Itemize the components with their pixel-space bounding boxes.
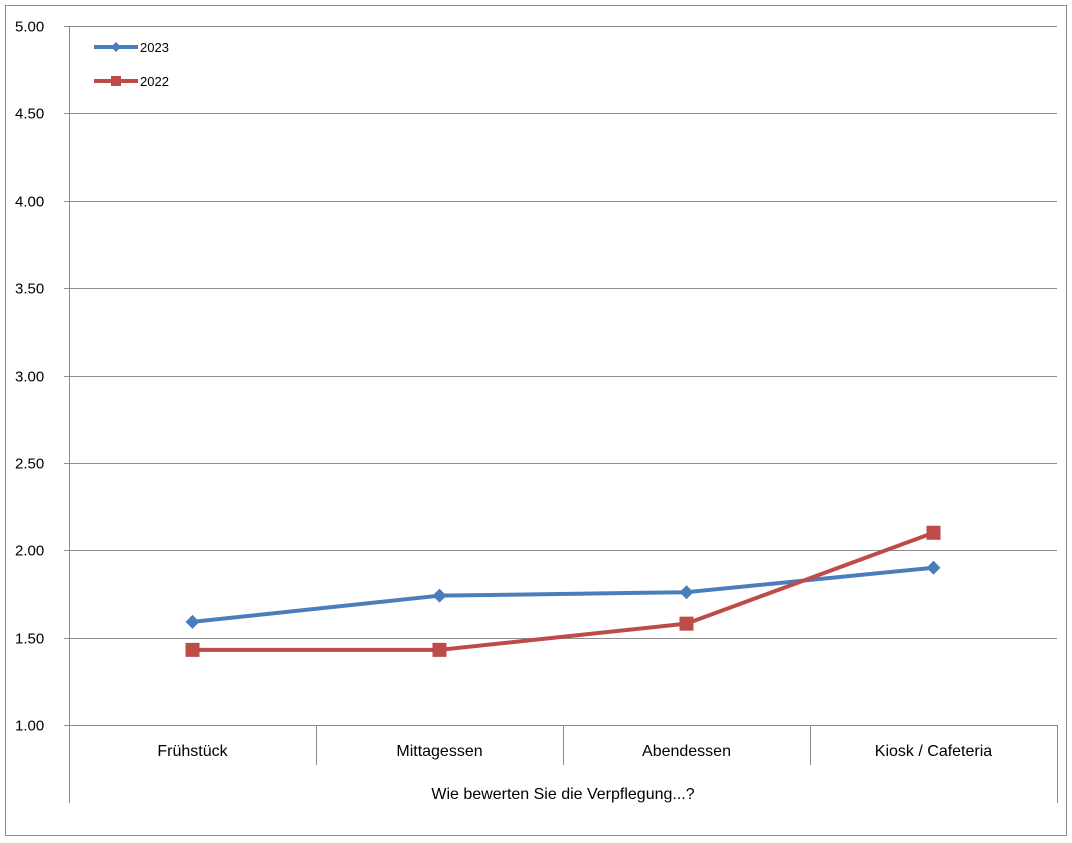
legend-marker-2022 <box>111 76 121 86</box>
y-tick-label: 3.00 <box>15 369 44 386</box>
x-tick-label: Frühstück <box>157 743 228 760</box>
y-tick-label: 3.50 <box>15 281 44 298</box>
x-tick-label: Kiosk / Cafeteria <box>875 743 992 760</box>
y-tick-label: 2.00 <box>15 543 44 560</box>
data-point-2023 <box>185 614 200 629</box>
x-tick-label: Mittagessen <box>396 743 482 760</box>
x-axis-title: Wie bewerten Sie die Verpflegung...? <box>431 786 694 803</box>
x-tick-label: Abendessen <box>642 743 731 760</box>
legend-label: 2023 <box>140 40 169 55</box>
y-tick-label: 2.50 <box>15 456 44 473</box>
data-point-2022 <box>926 525 941 540</box>
series-line-2023 <box>192 565 934 624</box>
y-tick-label: 1.50 <box>15 631 44 648</box>
data-point-2022 <box>679 616 694 631</box>
data-point-2022 <box>185 642 200 657</box>
legend-marker-2023 <box>111 42 121 52</box>
data-point-2023 <box>432 588 447 603</box>
y-tick-label: 4.50 <box>15 106 44 123</box>
series-line-2022 <box>192 530 935 652</box>
data-point-2023 <box>679 585 694 600</box>
y-tick-label: 1.00 <box>15 718 44 735</box>
chart-frame <box>5 5 1067 836</box>
data-point-2022 <box>432 642 447 657</box>
data-point-2023 <box>926 560 941 575</box>
y-tick-label: 4.00 <box>15 194 44 211</box>
legend-label: 2022 <box>140 74 169 89</box>
y-tick-label: 5.00 <box>15 19 44 36</box>
